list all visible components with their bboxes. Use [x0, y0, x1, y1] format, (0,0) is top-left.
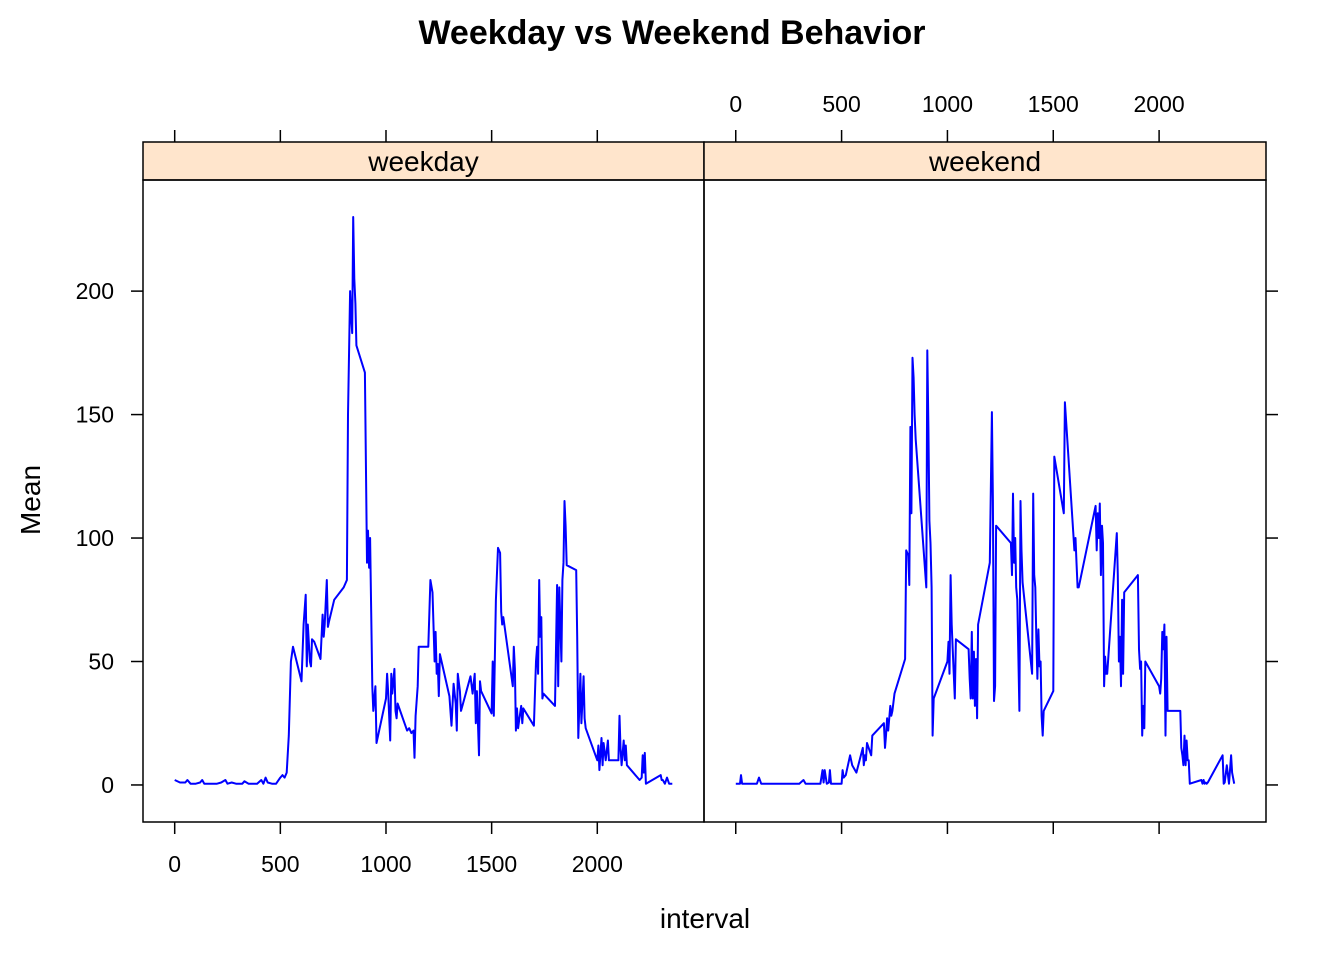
x-tick-label: 1000 [360, 851, 411, 877]
y-tick-label: 200 [76, 278, 114, 304]
strip-weekday [142, 141, 705, 181]
strip-label-weekday: weekday [367, 146, 479, 177]
y-tick-label: 0 [101, 772, 114, 798]
x-tick-label: 0 [168, 851, 181, 877]
x-axis-label: interval [660, 903, 750, 934]
x-tick-label: 2000 [572, 851, 623, 877]
x-tick-label: 500 [822, 91, 860, 117]
y-tick-label: 100 [76, 525, 114, 551]
series-line-weekend [735, 349, 1236, 785]
x-tick-label: 1500 [1028, 91, 1079, 117]
series-line-weekday [174, 216, 673, 785]
x-tick-label: 1500 [466, 851, 517, 877]
strip-label-weekend: weekend [928, 146, 1041, 177]
y-tick-label: 50 [88, 649, 114, 675]
x-tick-label: 2000 [1134, 91, 1185, 117]
chart-title: Weekday vs Weekend Behavior [418, 14, 925, 52]
x-tick-label: 500 [261, 851, 299, 877]
plot-frame-weekend [703, 179, 1267, 823]
panel-weekday: weekday 0 500 1000 1500 2000 0 50 100 150 200 [76, 130, 705, 877]
y-axis-label: Mean [15, 465, 46, 535]
y-tick-label: 150 [76, 402, 114, 428]
x-tick-label: 1000 [922, 91, 973, 117]
panel-weekend: weekend 0 500 1000 1500 2000 [703, 91, 1278, 834]
panels: weekday 0 500 1000 1500 2000 0 50 100 150 200 weeke… [76, 91, 1278, 877]
x-tick-label: 0 [729, 91, 742, 117]
